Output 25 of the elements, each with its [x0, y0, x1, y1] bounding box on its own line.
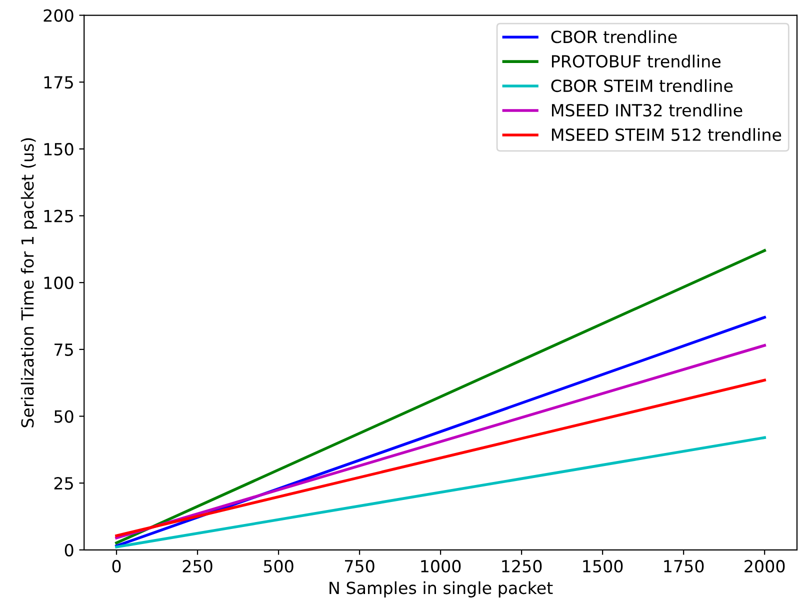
x-tick-label: 750: [345, 560, 374, 573]
x-tick-label: 1000: [421, 560, 461, 573]
legend-label: PROTOBUF trendline: [552, 54, 721, 68]
legend-label: MSEED INT32 trendline: [552, 104, 742, 117]
y-tick-label: 25: [54, 477, 73, 490]
y-tick-label: 100: [44, 276, 74, 290]
y-tick-label: 125: [44, 210, 73, 222]
y-tick-label: 150: [44, 142, 74, 156]
y-tick-label: 0: [64, 544, 74, 556]
x-tick-label: 1750: [664, 560, 704, 573]
y-tick-label: 175: [44, 76, 73, 89]
y-axis-title: Serialization Time for 1 packet (us): [20, 138, 38, 428]
legend-label: CBOR trendline: [551, 30, 677, 44]
x-tick-label: 1500: [583, 560, 623, 573]
x-tick-label: 500: [264, 560, 294, 573]
x-tick-label: 250: [182, 560, 212, 573]
x-tick-label: 1250: [502, 560, 542, 573]
y-tick-label: 50: [54, 410, 74, 423]
x-tick-label: 2000: [744, 560, 785, 573]
x-tick-label: 0: [112, 560, 121, 573]
legend-label: MSEED STEIM 512 trendline: [552, 128, 782, 142]
legend-label: CBOR STEIM trendline: [551, 79, 733, 92]
y-tick-label: 200: [44, 9, 74, 22]
y-tick-label: 75: [54, 344, 73, 356]
x-axis-title: N Samples in single packet: [330, 581, 553, 598]
